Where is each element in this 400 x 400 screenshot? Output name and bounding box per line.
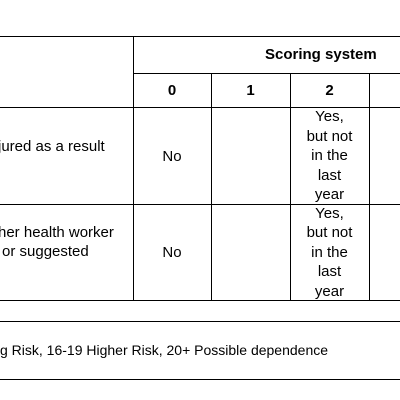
scoring-footnote: g Risk, 16-19 Higher Risk, 20+ Possible … [0, 342, 329, 358]
score-cell-1 [211, 108, 290, 204]
score-cell-text-line: last [317, 263, 342, 281]
scoring-system-header: Scoring system [265, 46, 377, 63]
column-divider [211, 73, 212, 301]
score-cell-text-line: in the [311, 147, 348, 165]
column-divider [369, 73, 370, 301]
question-text: or suggested [2, 243, 89, 260]
question-text: jured as a result [0, 138, 105, 155]
score-cell-text-line: but not [306, 127, 353, 145]
row-divider [0, 300, 400, 301]
score-cell-0: No [162, 244, 182, 261]
score-cell-text-line: year [314, 282, 345, 300]
score-cell-2: Yes, but not in the last year [290, 205, 369, 300]
row-divider [0, 107, 400, 108]
question-text: her health worker [0, 224, 114, 241]
score-cell-2: Yes, but not in the last year [290, 108, 369, 204]
footnote-bottom-rule [0, 379, 400, 380]
score-cell-text-line: but not [306, 224, 353, 242]
score-cell-text-line: in the [311, 243, 348, 261]
score-column-header-1: 1 [246, 82, 255, 99]
column-divider [290, 73, 291, 301]
footnote-top-rule [0, 321, 400, 322]
score-cell-text-line: year [314, 186, 345, 204]
header-divider [133, 73, 400, 74]
score-column-header-2: 2 [325, 82, 334, 99]
score-cell-0: No [162, 147, 182, 165]
score-cell-text-line: Yes, [315, 108, 344, 126]
column-divider [133, 36, 134, 301]
score-cell-1 [211, 205, 290, 300]
score-column-header-0: 0 [167, 82, 177, 99]
score-cell-text-line: Yes, [315, 204, 344, 222]
row-divider [0, 204, 400, 205]
table-top-rule [0, 36, 400, 37]
score-cell-text-line: last [317, 166, 342, 184]
